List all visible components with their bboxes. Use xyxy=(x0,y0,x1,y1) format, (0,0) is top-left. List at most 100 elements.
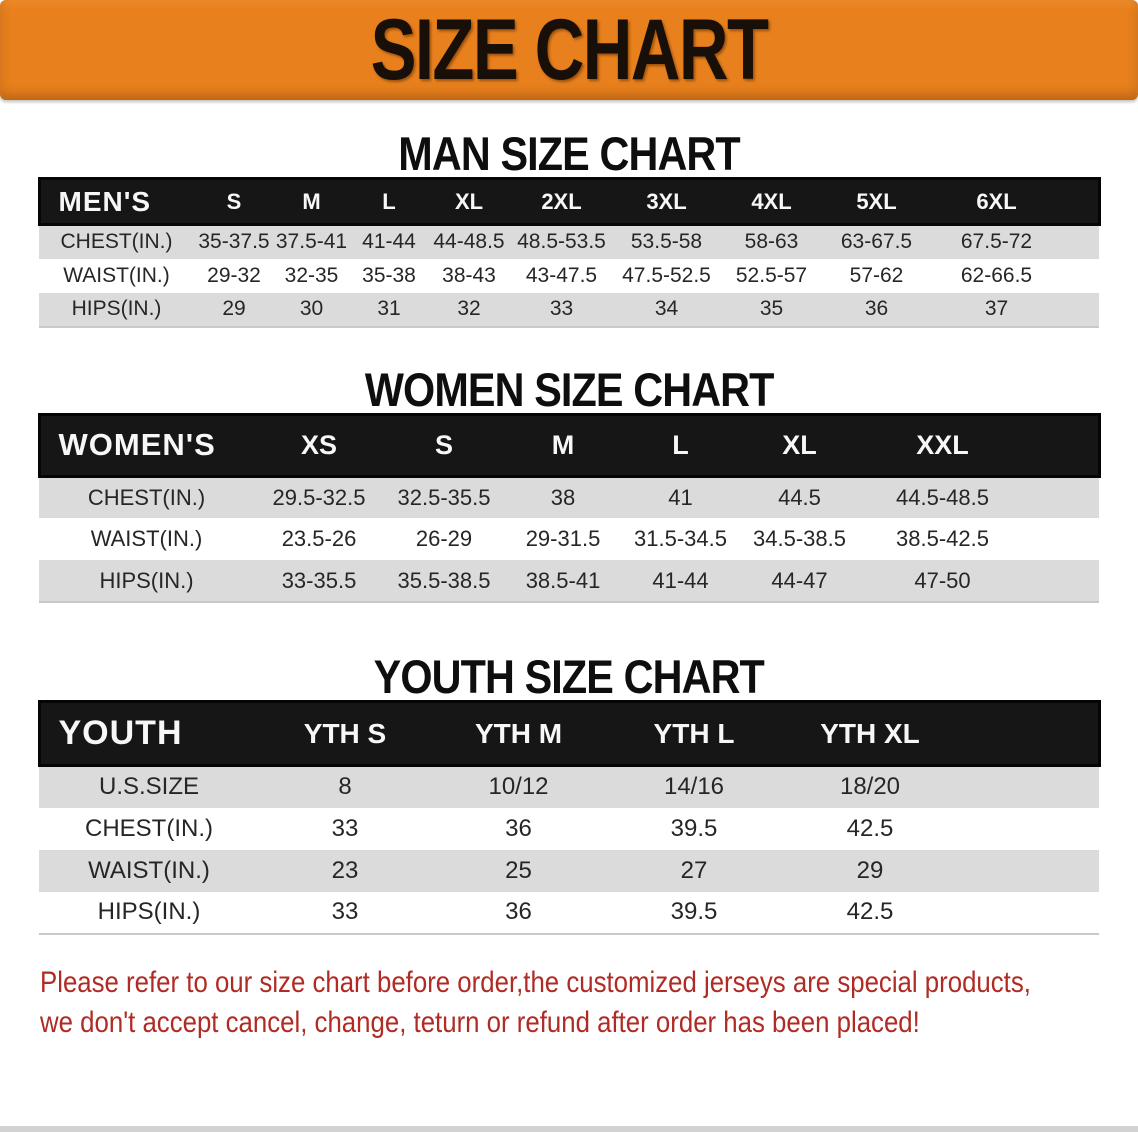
row-filler-cell xyxy=(1025,518,1099,560)
size-column-header: YTH S xyxy=(259,700,431,767)
size-value-cell: 36 xyxy=(505,814,532,842)
disclaimer-line-2: we don't accept cancel, change, teturn o… xyxy=(40,1003,1138,1043)
page-title: SIZE CHART xyxy=(370,2,769,98)
youth-section-heading-text: YOUTH SIZE CHART xyxy=(373,650,765,703)
row-filler-cell xyxy=(1064,225,1099,259)
size-value-cell: 14/16 xyxy=(663,773,725,801)
size-column-header: XL xyxy=(429,177,509,226)
size-value-cell: 37.5-41 xyxy=(275,230,348,254)
disclaimer-line-1: Please refer to our size chart before or… xyxy=(40,963,1138,1003)
size-value-cell: 35-38 xyxy=(362,263,416,287)
row-filler-cell xyxy=(958,808,1099,850)
size-value-cell: 31 xyxy=(349,292,429,328)
measurement-row-label: CHEST(IN.) xyxy=(60,230,173,254)
table-row: WAIST(IN.) 23.5-26 26-29 29-31.5 31.5-34.5 34… xyxy=(39,518,1099,560)
size-column-header: 3XL xyxy=(614,177,719,226)
men-section-heading: MAN SIZE CHART xyxy=(0,130,1138,177)
size-column-header: 6XL xyxy=(929,177,1064,226)
size-value-cell: 32-35 xyxy=(284,263,339,287)
size-value-cell: 47-50 xyxy=(860,560,1025,603)
size-value-cell: 8 xyxy=(338,773,352,801)
measurement-row-label: CHEST(IN.) xyxy=(87,484,206,510)
size-value-cell: 47.5-52.5 xyxy=(622,263,711,287)
youth-section: YOUTH SIZE CHART YOUTH YTH S YTH M YTH L YTH… xyxy=(0,653,1138,935)
size-value-cell: 42.5 xyxy=(782,891,958,935)
header-filler-cell xyxy=(1064,177,1101,226)
size-value-cell: 29.5-32.5 xyxy=(272,484,366,510)
size-value-cell: 53.5-58 xyxy=(630,230,703,254)
measurement-row-label: U.S.SIZE xyxy=(98,773,200,801)
size-column-header: 2XL xyxy=(509,177,614,226)
size-value-cell: 34 xyxy=(614,292,719,328)
measurement-row-label: CHEST(IN.) xyxy=(85,814,213,842)
size-value-cell: 58-63 xyxy=(744,230,799,254)
size-value-cell: 48.5-53.5 xyxy=(517,230,606,254)
size-value-cell: 52.5-57 xyxy=(735,263,808,287)
table-row: HIPS(IN.) 33-35.5 35.5-38.5 38.5-41 41-44 44-… xyxy=(39,560,1099,603)
size-value-cell: 38-43 xyxy=(442,263,496,287)
men-section: MAN SIZE CHART MEN'S S M L XL 2XL 3XL 4XL 5XL 6XL… xyxy=(0,130,1138,328)
women-section: WOMEN SIZE CHART WOMEN'S XS S M L XL XXL CHEST(… xyxy=(0,366,1138,603)
size-column-header: S xyxy=(194,177,274,226)
row-filler-cell xyxy=(958,891,1099,935)
men-table-title: MEN'S xyxy=(37,177,194,226)
size-value-cell: 29-32 xyxy=(207,263,261,287)
table-row: HIPS(IN.) 29 30 31 32 33 34 35 36 37 xyxy=(39,292,1099,328)
size-column-header: YTH XL xyxy=(782,700,958,767)
size-value-cell: 39.5 xyxy=(670,814,718,842)
size-column-header: 5XL xyxy=(824,177,929,226)
size-value-cell: 44.5-48.5 xyxy=(896,484,989,510)
size-value-cell: 33 xyxy=(331,814,359,842)
size-value-cell: 33 xyxy=(509,292,614,328)
women-section-heading-text: WOMEN SIZE CHART xyxy=(364,362,775,416)
size-value-cell: 44.5 xyxy=(778,484,821,510)
size-value-cell: 67.5-72 xyxy=(960,230,1033,254)
size-value-cell: 23 xyxy=(331,856,359,884)
size-value-cell: 35-37.5 xyxy=(198,230,270,254)
women-section-heading: WOMEN SIZE CHART xyxy=(0,366,1138,413)
row-filler-cell xyxy=(1064,259,1099,293)
size-value-cell: 29 xyxy=(856,856,884,884)
size-value-cell: 38.5-42.5 xyxy=(896,526,989,551)
table-row: HIPS(IN.) 33 36 39.5 42.5 xyxy=(39,891,1099,935)
size-value-cell: 29-31.5 xyxy=(525,526,601,551)
row-filler-cell xyxy=(958,850,1099,892)
size-value-cell: 30 xyxy=(274,292,349,328)
size-value-cell: 25 xyxy=(505,856,532,884)
row-filler-cell xyxy=(958,766,1099,808)
size-value-cell: 27 xyxy=(680,856,708,884)
measurement-row-label: HIPS(IN.) xyxy=(39,292,194,328)
table-row: WAIST(IN.) 23 25 27 29 xyxy=(39,849,1099,892)
size-value-cell: 18/20 xyxy=(839,773,901,801)
table-row: CHEST(IN.) 35-37.5 37.5-41 41-44 44-48.5 48.5… xyxy=(39,224,1099,259)
size-value-cell: 10/12 xyxy=(488,773,549,801)
youth-size-table: YOUTH YTH S YTH M YTH L YTH XL U.S.SIZE 8 10/12… xyxy=(37,700,1101,935)
measurement-row-label: WAIST(IN.) xyxy=(63,263,170,287)
men-section-heading-text: MAN SIZE CHART xyxy=(398,127,740,180)
men-size-table: MEN'S S M L XL 2XL 3XL 4XL 5XL 6XL CHEST(IN.) 35-37… xyxy=(37,177,1101,328)
table-row: WAIST(IN.) 29-32 32-35 35-38 38-43 43-47.5 47.… xyxy=(39,258,1099,293)
row-filler-cell xyxy=(1025,560,1099,603)
header-filler-cell xyxy=(958,700,1101,767)
header-filler-cell xyxy=(1025,412,1101,478)
size-value-cell: 41-44 xyxy=(622,560,739,603)
size-value-cell: 57-62 xyxy=(849,263,904,287)
size-value-cell: 44-48.5 xyxy=(433,230,505,254)
size-column-header: S xyxy=(384,412,504,478)
size-value-cell: 42.5 xyxy=(846,814,894,842)
size-value-cell: 34.5-38.5 xyxy=(753,526,846,551)
size-value-cell: 63-67.5 xyxy=(840,230,913,254)
size-column-header: YTH L xyxy=(606,700,782,767)
measurement-row-label: HIPS(IN.) xyxy=(39,560,254,603)
size-column-header: L xyxy=(622,412,739,478)
disclaimer-line-1-text: Please refer to our size chart before or… xyxy=(40,965,1031,999)
size-value-cell: 38.5-41 xyxy=(504,560,622,603)
women-table-title: WOMEN'S xyxy=(37,412,254,478)
row-filler-cell xyxy=(1064,292,1099,328)
measurement-row-label: HIPS(IN.) xyxy=(39,891,259,935)
size-value-cell: 35 xyxy=(719,292,824,328)
size-column-header: XL xyxy=(739,412,860,478)
size-value-cell: 38 xyxy=(550,484,576,510)
size-column-header: L xyxy=(349,177,429,226)
